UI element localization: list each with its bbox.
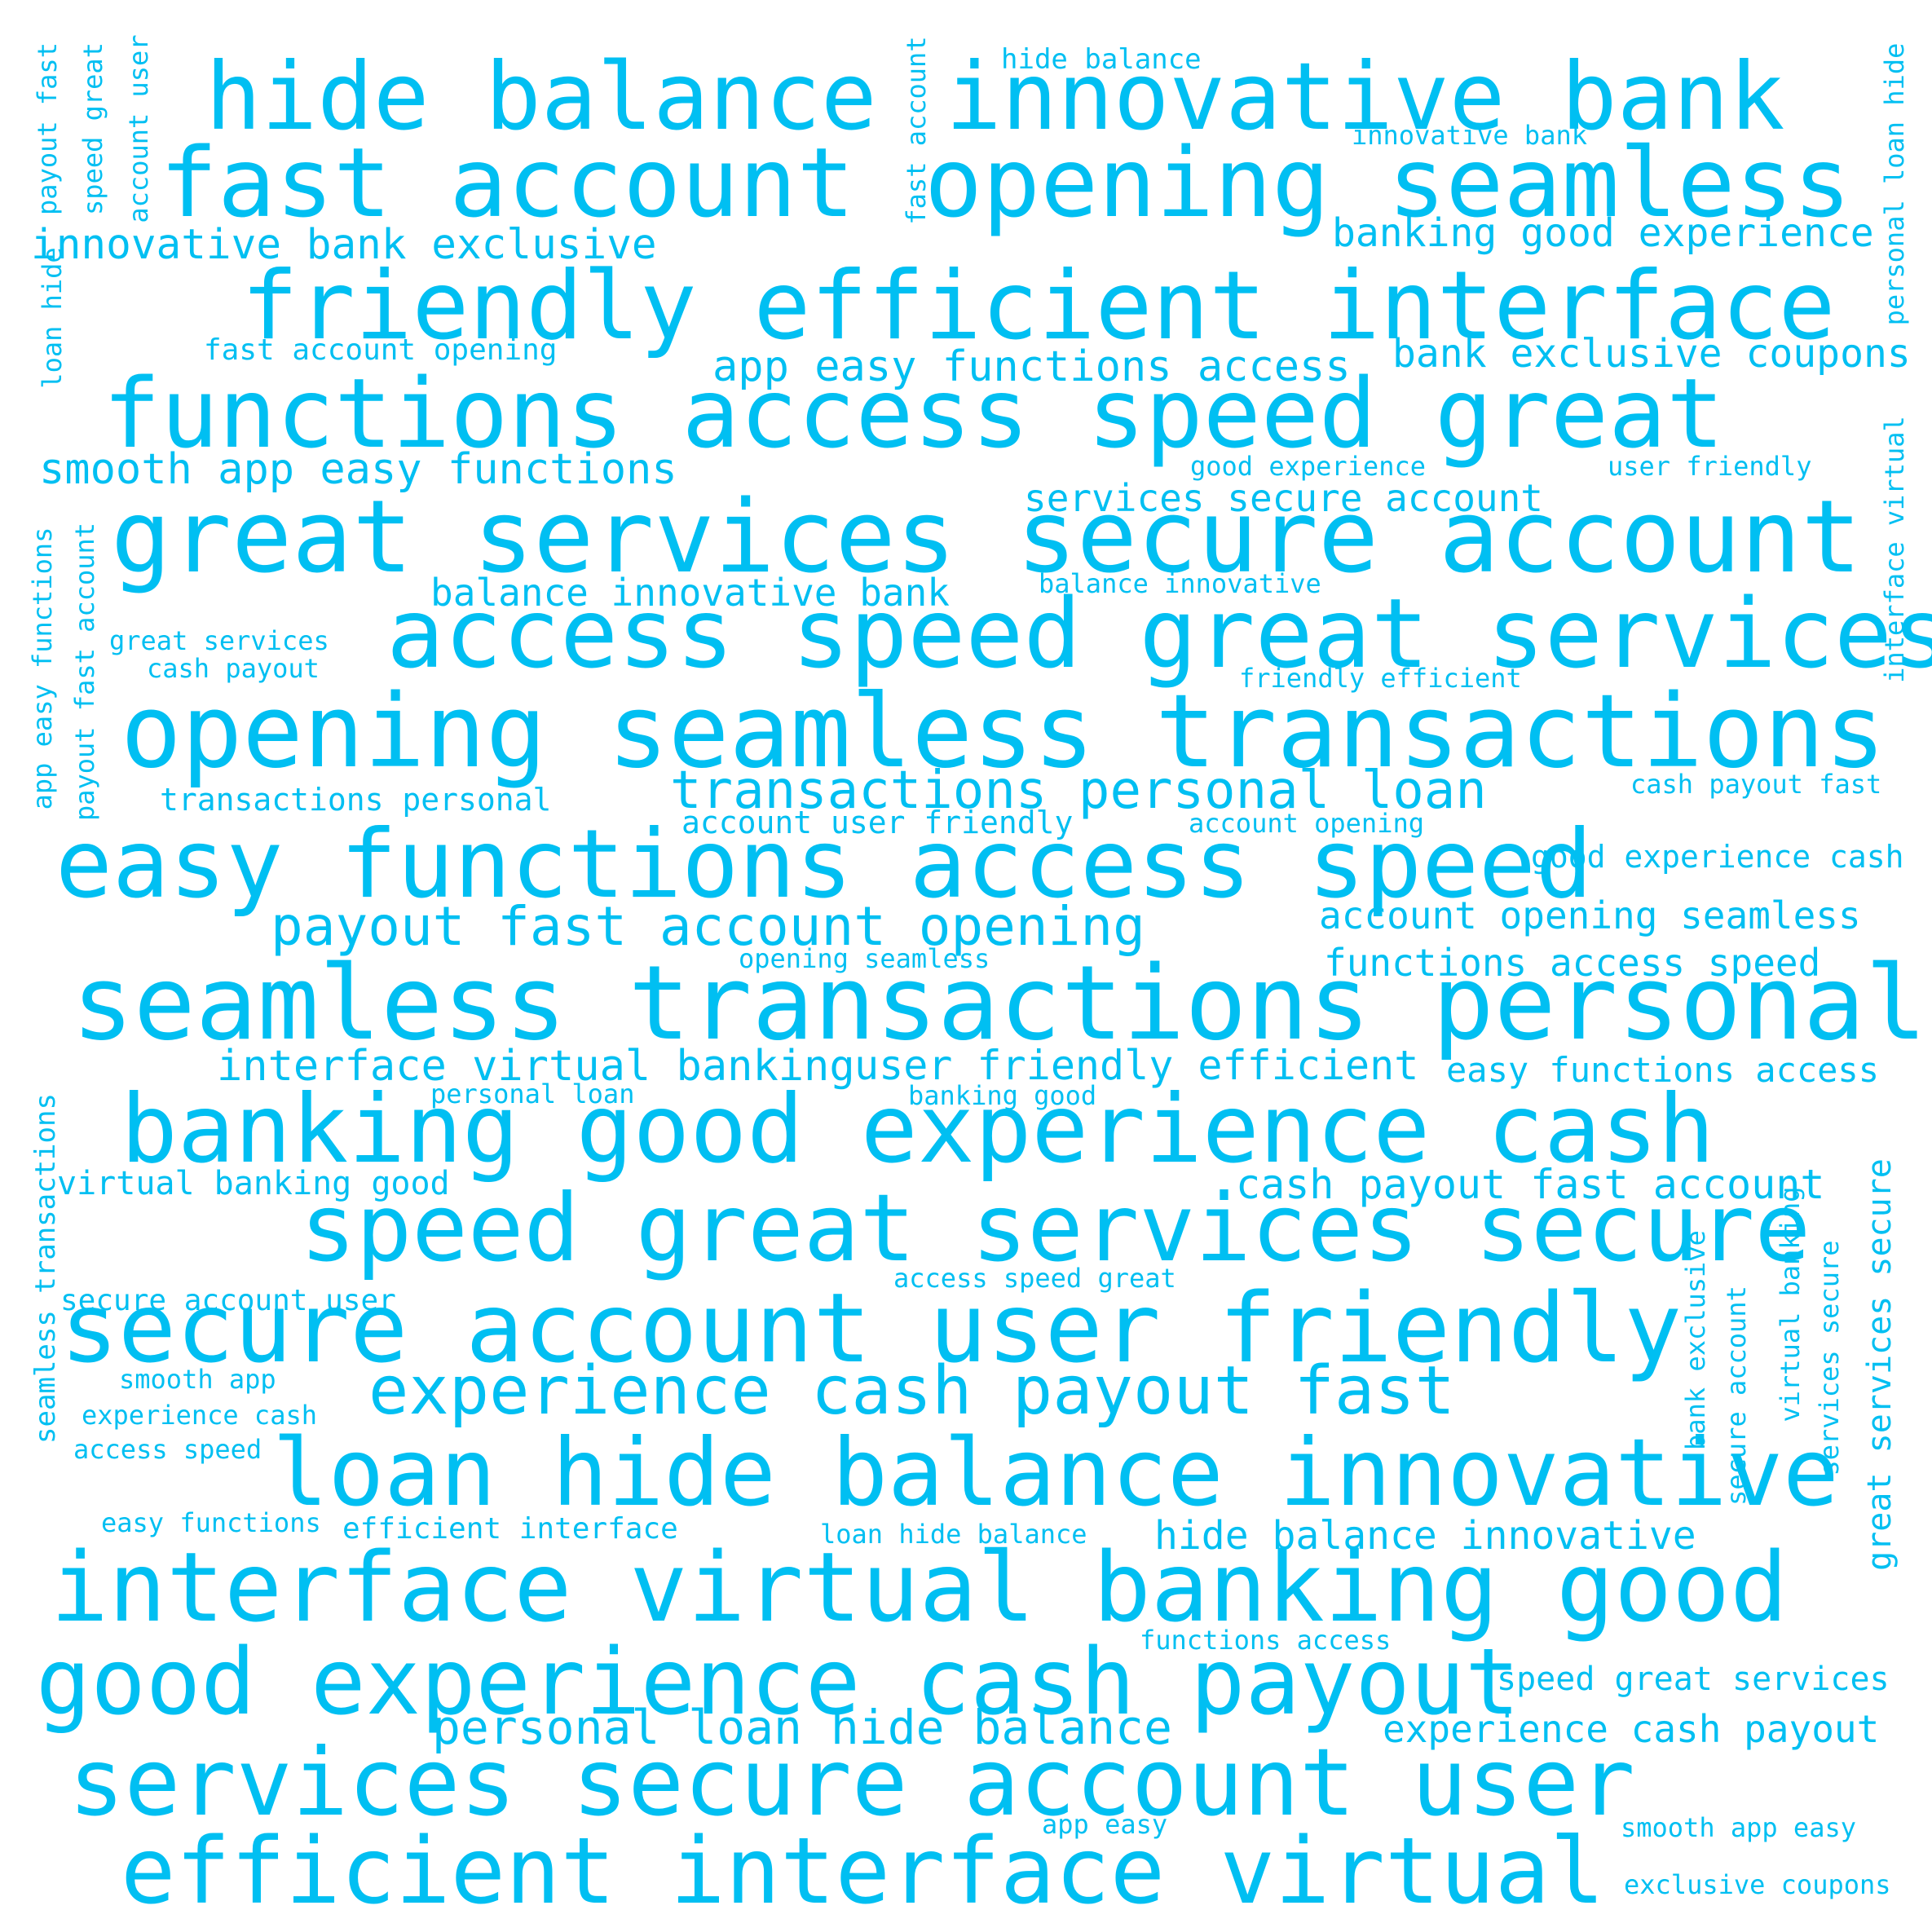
cloud-word: smooth app bbox=[119, 1364, 276, 1395]
cloud-word: app easy functions access bbox=[712, 342, 1351, 391]
cloud-word: functions access speed great bbox=[103, 357, 1725, 470]
cloud-word: fast account opening bbox=[204, 333, 558, 367]
cloud-word: good experience bbox=[1190, 451, 1426, 482]
cloud-word: speed great bbox=[77, 42, 108, 215]
cloud-word: easy functions access speed bbox=[55, 809, 1593, 920]
cloud-word: exclusive coupons bbox=[1624, 1869, 1891, 1900]
cloud-word: personal loan hide bbox=[1879, 42, 1910, 326]
cloud-word: payout fast account opening bbox=[271, 895, 1145, 958]
cloud-word: opening seamless transactions bbox=[121, 673, 1886, 791]
cloud-word: good experience cash payout bbox=[36, 1630, 1520, 1736]
cloud-word: great services bbox=[109, 625, 329, 656]
cloud-word: hide balance bbox=[1001, 43, 1202, 76]
cloud-word: secure account bbox=[1721, 1286, 1752, 1506]
cloud-word: payout fast account bbox=[69, 522, 100, 822]
cloud-word: friendly efficient interface bbox=[241, 251, 1836, 361]
cloud-word: experience cash bbox=[82, 1400, 317, 1431]
cloud-word: experience cash payout bbox=[1383, 1707, 1880, 1751]
cloud-word: efficient interface virtual bbox=[121, 1819, 1605, 1925]
cloud-word: app easy bbox=[1042, 1809, 1168, 1840]
cloud-word: loan hide balance innovative bbox=[272, 1418, 1839, 1527]
cloud-word: interface virtual banking good bbox=[51, 1531, 1789, 1643]
cloud-word: banking good experience cash bbox=[121, 1074, 1715, 1184]
cloud-word: banking good experience bbox=[1332, 210, 1874, 256]
cloud-word: great services secure bbox=[1861, 1158, 1899, 1571]
cloud-word: efficient interface bbox=[342, 1512, 678, 1546]
cloud-word: loan hide bbox=[37, 247, 68, 389]
cloud-word: functions access bbox=[1140, 1625, 1392, 1656]
cloud-word: secure account user bbox=[60, 1284, 396, 1317]
cloud-word: personal loan hide balance bbox=[432, 1700, 1172, 1755]
cloud-word: innovative bank bbox=[946, 42, 1785, 151]
cloud-word: account user friendly bbox=[681, 805, 1074, 840]
cloud-word: account user bbox=[123, 34, 154, 223]
cloud-word: transactions personal bbox=[160, 782, 552, 818]
cloud-word: innovative bank bbox=[1352, 120, 1587, 151]
cloud-word: great services secure account bbox=[111, 479, 1862, 596]
cloud-word: user friendly bbox=[1608, 451, 1812, 482]
cloud-word: virtual banking bbox=[1775, 1186, 1806, 1423]
cloud-word: services secure account bbox=[1024, 476, 1543, 520]
cloud-word: opening seamless bbox=[739, 943, 990, 974]
cloud-word: interface virtual banking bbox=[217, 1042, 855, 1091]
cloud-word: easy functions access bbox=[1446, 1050, 1880, 1090]
cloud-word: balance innovative bbox=[1039, 568, 1321, 599]
cloud-word: loan hide balance bbox=[820, 1519, 1087, 1550]
cloud-word: account opening seamless bbox=[1319, 893, 1861, 937]
cloud-word: cash payout fast bbox=[1630, 769, 1882, 800]
cloud-word: fast account bbox=[160, 126, 855, 239]
cloud-word: good experience cash bbox=[1531, 839, 1904, 875]
cloud-word: access speed bbox=[73, 1434, 262, 1465]
cloud-word: services secure account user bbox=[68, 1728, 1635, 1837]
cloud-word: innovative bank exclusive bbox=[31, 221, 657, 269]
cloud-word: friendly efficient bbox=[1239, 663, 1522, 694]
cloud-word: payout fast bbox=[32, 42, 63, 215]
cloud-word: seamless transactions personal bbox=[72, 943, 1927, 1063]
cloud-word: banking good bbox=[908, 1080, 1097, 1111]
cloud-word: personal loan bbox=[430, 1078, 635, 1109]
cloud-word: bank exclusive bbox=[1680, 1230, 1711, 1450]
cloud-word: cash payout bbox=[147, 653, 320, 684]
cloud-word: speed great services secure bbox=[300, 1174, 1811, 1282]
cloud-word: hide balance innovative bbox=[1154, 1513, 1696, 1559]
cloud-word: services secure bbox=[1814, 1240, 1845, 1476]
cloud-word: app easy functions bbox=[27, 527, 58, 810]
cloud-word: hide balance bbox=[205, 42, 877, 151]
cloud-word: secure account user friendly bbox=[60, 1272, 1683, 1384]
cloud-word: interface virtual bbox=[1879, 416, 1910, 683]
cloud-word: account opening bbox=[1189, 808, 1424, 839]
cloud-word: experience cash payout fast bbox=[368, 1352, 1455, 1430]
cloud-word: opening seamless bbox=[924, 126, 1851, 239]
cloud-word: smooth app easy bbox=[1621, 1812, 1856, 1843]
cloud-word: smooth app easy functions bbox=[39, 445, 677, 494]
cloud-word: balance innovative bank bbox=[430, 571, 950, 615]
cloud-word: speed great services bbox=[1497, 1661, 1890, 1698]
cloud-word: seamless transactions bbox=[29, 1093, 62, 1444]
cloud-word: easy functions bbox=[101, 1507, 321, 1538]
cloud-word: fast account bbox=[901, 36, 932, 225]
cloud-word: functions access speed bbox=[1324, 941, 1821, 985]
cloud-word: access speed great services bbox=[386, 577, 1932, 690]
cloud-word: access speed great bbox=[893, 1263, 1176, 1294]
cloud-word: transactions personal loan bbox=[670, 761, 1487, 821]
cloud-word: virtual banking good bbox=[57, 1165, 450, 1202]
cloud-word: bank exclusive coupons bbox=[1392, 331, 1911, 377]
cloud-word: user friendly efficient bbox=[854, 1042, 1419, 1089]
cloud-word: cash payout fast account bbox=[1236, 1161, 1825, 1208]
